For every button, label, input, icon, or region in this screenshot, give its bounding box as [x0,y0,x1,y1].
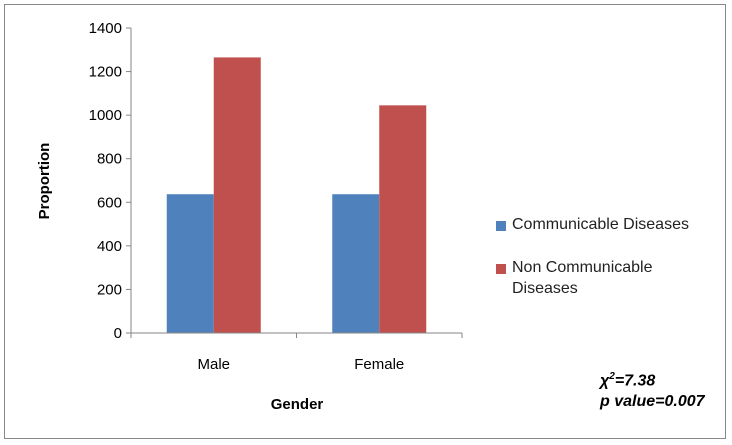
chi-symbol: χ [600,372,610,390]
axes [130,28,463,338]
y-tick-label: 600 [97,194,122,211]
bar-communicable-diseases-female [332,194,380,333]
x-axis-title: Gender [271,396,324,413]
bars [166,57,427,334]
x-tick-label-female: Female [354,356,404,373]
chi-square-line: χ2=7.38 [600,366,705,391]
y-axis-ticks: 0 200 400 600 800 1000 1200 1400 [89,20,131,342]
y-tick-label: 1200 [89,64,122,81]
bar-non-communicable-diseases-female [379,105,427,333]
y-axis-title: Proportion [36,143,53,220]
x-axis-labels: Male Female [197,356,404,373]
legend-label-communicable: Communicable Diseases [512,216,689,233]
legend-item-communicable: Communicable Diseases [496,214,726,235]
bar-communicable-diseases-male [166,194,214,333]
y-tick-label: 800 [97,151,122,168]
chi-exponent: 2 [609,371,615,382]
x-tick-label-male: Male [197,356,230,373]
legend-item-non-communicable: Non Communicable Diseases [496,257,726,299]
y-tick-label: 0 [114,325,122,342]
legend: Communicable Diseases Non Communicable D… [496,214,726,321]
y-tick-label: 200 [97,281,122,298]
bar-non-communicable-diseases-male [213,57,261,334]
legend-swatch-non-communicable [496,264,506,274]
chi-square-value: =7.38 [614,372,656,390]
p-value: p value=0.007 [600,393,705,411]
legend-label-non-communicable: Non Communicable Diseases [512,259,653,297]
y-tick-label: 1000 [89,107,122,124]
statistics-annotation: χ2=7.38 p value=0.007 [600,366,705,412]
y-tick-label: 1400 [89,20,122,37]
legend-swatch-communicable [496,221,506,231]
y-tick-label: 400 [97,238,122,255]
